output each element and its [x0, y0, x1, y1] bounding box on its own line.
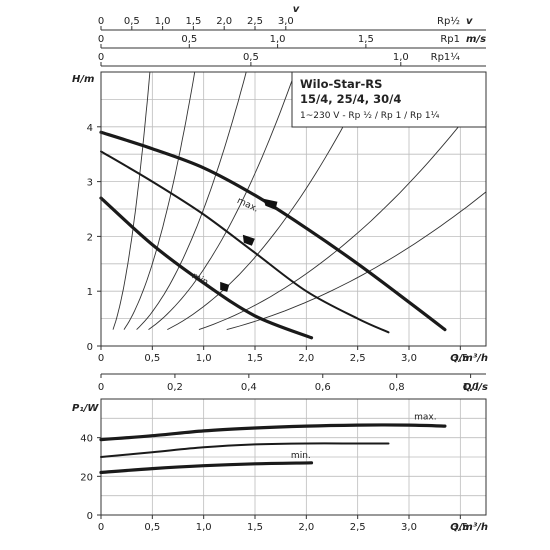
power-x-tick-label: 1,0: [196, 522, 212, 533]
system-curve: [112, 71, 151, 330]
velocity-tick-label: 2,0: [216, 16, 232, 27]
power-y-axis-label: P₁/W: [72, 403, 99, 414]
pump-curve-max: [99, 130, 447, 332]
power-y-tick-label: 20: [80, 472, 93, 483]
head-x-tick-label: 2,5: [350, 353, 366, 364]
velocity-scale-unit: Rp1: [440, 34, 460, 45]
power-y-tick-label: 0: [87, 511, 93, 522]
system-curve: [136, 71, 247, 330]
flow-ls-tick-label: 0,6: [315, 382, 331, 393]
power-x-tick-label: 2,0: [298, 522, 314, 533]
speed-marker-mid: [242, 234, 255, 246]
velocity-tick-label: 0,5: [243, 52, 259, 63]
power-chart: max. min. 0 20 40 P₁/W 0 0,5 1,0 1,5 2,0 2,5 3,0 3,5Q…: [72, 398, 488, 533]
pump-curve-min: [99, 196, 314, 340]
pump-curve-mid: [100, 150, 390, 334]
velocity-tick-label: 3,0: [278, 16, 294, 27]
power-x-tick-label: 0,5: [144, 522, 160, 533]
velocity-tick-label: 1,5: [185, 16, 201, 27]
system-curve: [148, 71, 296, 330]
curve-label-max: max.: [235, 196, 260, 215]
head-x-tick-label: 3,0: [401, 353, 417, 364]
power-x-tick-label: 0: [98, 522, 104, 533]
velocity-tick-label: 1,0: [270, 34, 286, 45]
head-y-tick-label: 1: [87, 287, 93, 298]
power-x-tick-label: 3,0: [401, 522, 417, 533]
speed-marker-min: [220, 281, 230, 292]
chart-title: Wilo-Star-RS: [300, 77, 382, 91]
curve-label-min: min.: [190, 271, 212, 289]
head-y-tick-label: 2: [87, 232, 93, 243]
power-curve-min: [99, 461, 314, 475]
power-label-min: min.: [291, 451, 311, 461]
head-x-tick-label: 0,5: [144, 353, 160, 364]
head-x-tick-label: 1,5: [247, 353, 263, 364]
power-x-tick-label: 3,5: [452, 522, 468, 533]
flow-ls-scale: 0 0,2 0,4 0,6 0,8 1,0Q/l/s: [98, 373, 488, 393]
head-plot-frame: [100, 71, 487, 347]
velocity-tick-label: 0: [98, 52, 104, 63]
velocity-scale-unit: Rp½: [437, 15, 460, 27]
velocity-tick-label: 0,5: [124, 16, 140, 27]
velocity-tick-label: 1,5: [358, 34, 374, 45]
flow-ls-axis-label: Q/l/s: [463, 382, 488, 393]
velocity-scale-name: m/s: [466, 34, 486, 45]
system-curve: [167, 71, 373, 330]
flow-ls-tick-label: 0,4: [241, 382, 257, 393]
power-x-tick-label: 2,5: [350, 522, 366, 533]
head-x-tick-label: 0: [98, 353, 104, 364]
head-y-tick-label: 4: [87, 123, 93, 134]
head-x-axis-label: Q/m³/h: [450, 353, 488, 364]
velocity-tick-label: 1,0: [155, 16, 171, 27]
velocity-tick-label: 0: [98, 34, 104, 45]
velocity-tick-label: 0: [98, 16, 104, 27]
flow-ls-tick-label: 1,0: [463, 382, 479, 393]
velocity-tick-label: 0,5: [181, 34, 197, 45]
power-curve-mid: [100, 442, 390, 458]
power-x-axis-label: Q/m³/h: [450, 522, 488, 533]
power-label-max: max.: [414, 412, 436, 422]
head-x-tick-label: 3,5: [452, 353, 468, 364]
velocity-axis-label: v: [293, 4, 300, 15]
velocity-scale-name: v: [466, 16, 473, 27]
head-y-axis-label: H/m: [72, 74, 94, 85]
chart-subtitle: 15/4, 25/4, 30/4: [300, 92, 401, 106]
velocity-scale-unit: Rp1¼: [431, 51, 461, 63]
head-y-tick-label: 3: [87, 178, 93, 189]
power-x-tick-label: 1,5: [247, 522, 263, 533]
power-y-tick-label: 40: [80, 434, 93, 445]
chart-note: 1~230 V - Rp ½ / Rp 1 / Rp 1¼: [300, 111, 440, 121]
head-x-tick-label: 1,0: [196, 353, 212, 364]
power-curve-max: [99, 423, 447, 442]
velocity-tick-label: 1,0: [393, 52, 409, 63]
head-y-tick-label: 0: [87, 342, 93, 353]
system-curve: [123, 71, 196, 330]
speed-marker-max: [263, 198, 278, 210]
head-x-tick-label: 2,0: [298, 353, 314, 364]
flow-ls-tick-label: 0,8: [389, 382, 405, 393]
velocity-tick-label: 2,5: [247, 16, 263, 27]
velocity-scales: v 0 0,5 1,0 1,5 2,0 2,5 3,0 Rp½ v 0 0,5 1,0 1,5 Rp1 m/s…: [98, 4, 486, 67]
flow-ls-tick-label: 0: [98, 382, 104, 393]
system-curve: [226, 191, 487, 331]
flow-ls-tick-label: 0,2: [167, 382, 183, 393]
